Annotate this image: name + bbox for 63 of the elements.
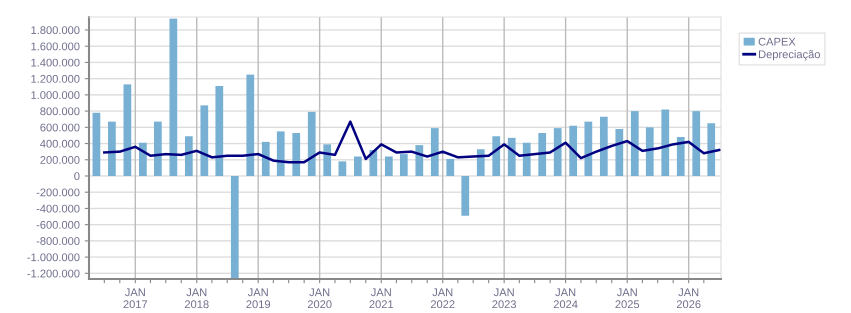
- y-tick-label: -600.000: [36, 220, 80, 229]
- line-series: [103, 120, 720, 164]
- bar: [108, 122, 116, 176]
- y-tick-label: 1.000.000: [31, 91, 80, 100]
- bar: [292, 132, 300, 176]
- bar: [522, 142, 531, 176]
- y-tick-label: -1.000.000: [27, 253, 80, 262]
- bar: [169, 18, 178, 176]
- bar: [400, 154, 408, 176]
- legend-label: CAPEX: [758, 38, 796, 46]
- bar: [92, 112, 100, 176]
- bar: [446, 158, 454, 176]
- bar: [661, 109, 670, 176]
- x-tick-label: JAN 2024: [554, 288, 578, 308]
- y-tick-label: 200.000: [40, 156, 80, 164]
- y-tick-label: -800.000: [36, 237, 80, 246]
- bar: [492, 136, 500, 176]
- x-tick-label: JAN 2020: [308, 288, 332, 308]
- y-tick-label: 1.800.000: [31, 26, 80, 34]
- bar: [338, 161, 346, 176]
- y-tick-label: -400.000: [36, 204, 80, 213]
- bar: [615, 128, 624, 176]
- bar: [600, 116, 608, 176]
- x-tick-label: JAN 2019: [246, 288, 270, 308]
- bar: [308, 112, 316, 176]
- x-tick-label: JAN 2017: [124, 288, 148, 308]
- x-tick-label: JAN 2026: [676, 288, 701, 308]
- legend-label: Depreciação: [758, 50, 820, 60]
- bar: [676, 137, 685, 176]
- y-tick-label: 600.000: [40, 124, 80, 132]
- bar: [569, 126, 578, 176]
- bar: [154, 122, 162, 176]
- x-tick-label: JAN 2021: [369, 288, 394, 308]
- bar: [692, 111, 700, 176]
- bar: [276, 131, 285, 176]
- y-tick-label: 800.000: [40, 107, 80, 116]
- y-tick-label: 400.000: [40, 140, 80, 148]
- bar: [354, 156, 362, 176]
- bar: [246, 74, 254, 176]
- bar: [200, 105, 208, 176]
- x-tick-label: JAN 2018: [184, 288, 209, 308]
- bar: [538, 132, 546, 176]
- x-tick-label: JAN 2025: [615, 288, 640, 308]
- bar: [430, 128, 439, 176]
- bar: [584, 122, 592, 176]
- y-tick-label: 1.400.000: [31, 58, 80, 67]
- y-tick-label: 0: [74, 172, 80, 180]
- y-tick-label: 1.600.000: [31, 42, 80, 50]
- bar: [230, 176, 239, 279]
- bar: [646, 127, 654, 176]
- y-tick-label: -200.000: [36, 188, 80, 196]
- x-tick-label: JAN 2023: [492, 288, 516, 308]
- bar: [554, 128, 562, 176]
- bar: [707, 123, 716, 176]
- bar: [184, 136, 193, 176]
- y-tick-label: -1.200.000: [27, 270, 80, 278]
- bar: [461, 176, 470, 216]
- y-tick-label: 1.200.000: [31, 74, 80, 83]
- x-tick-label: JAN 2022: [430, 288, 455, 308]
- bar: [384, 156, 393, 176]
- bar: [215, 86, 224, 176]
- bar: [630, 111, 639, 176]
- bar: [124, 84, 132, 176]
